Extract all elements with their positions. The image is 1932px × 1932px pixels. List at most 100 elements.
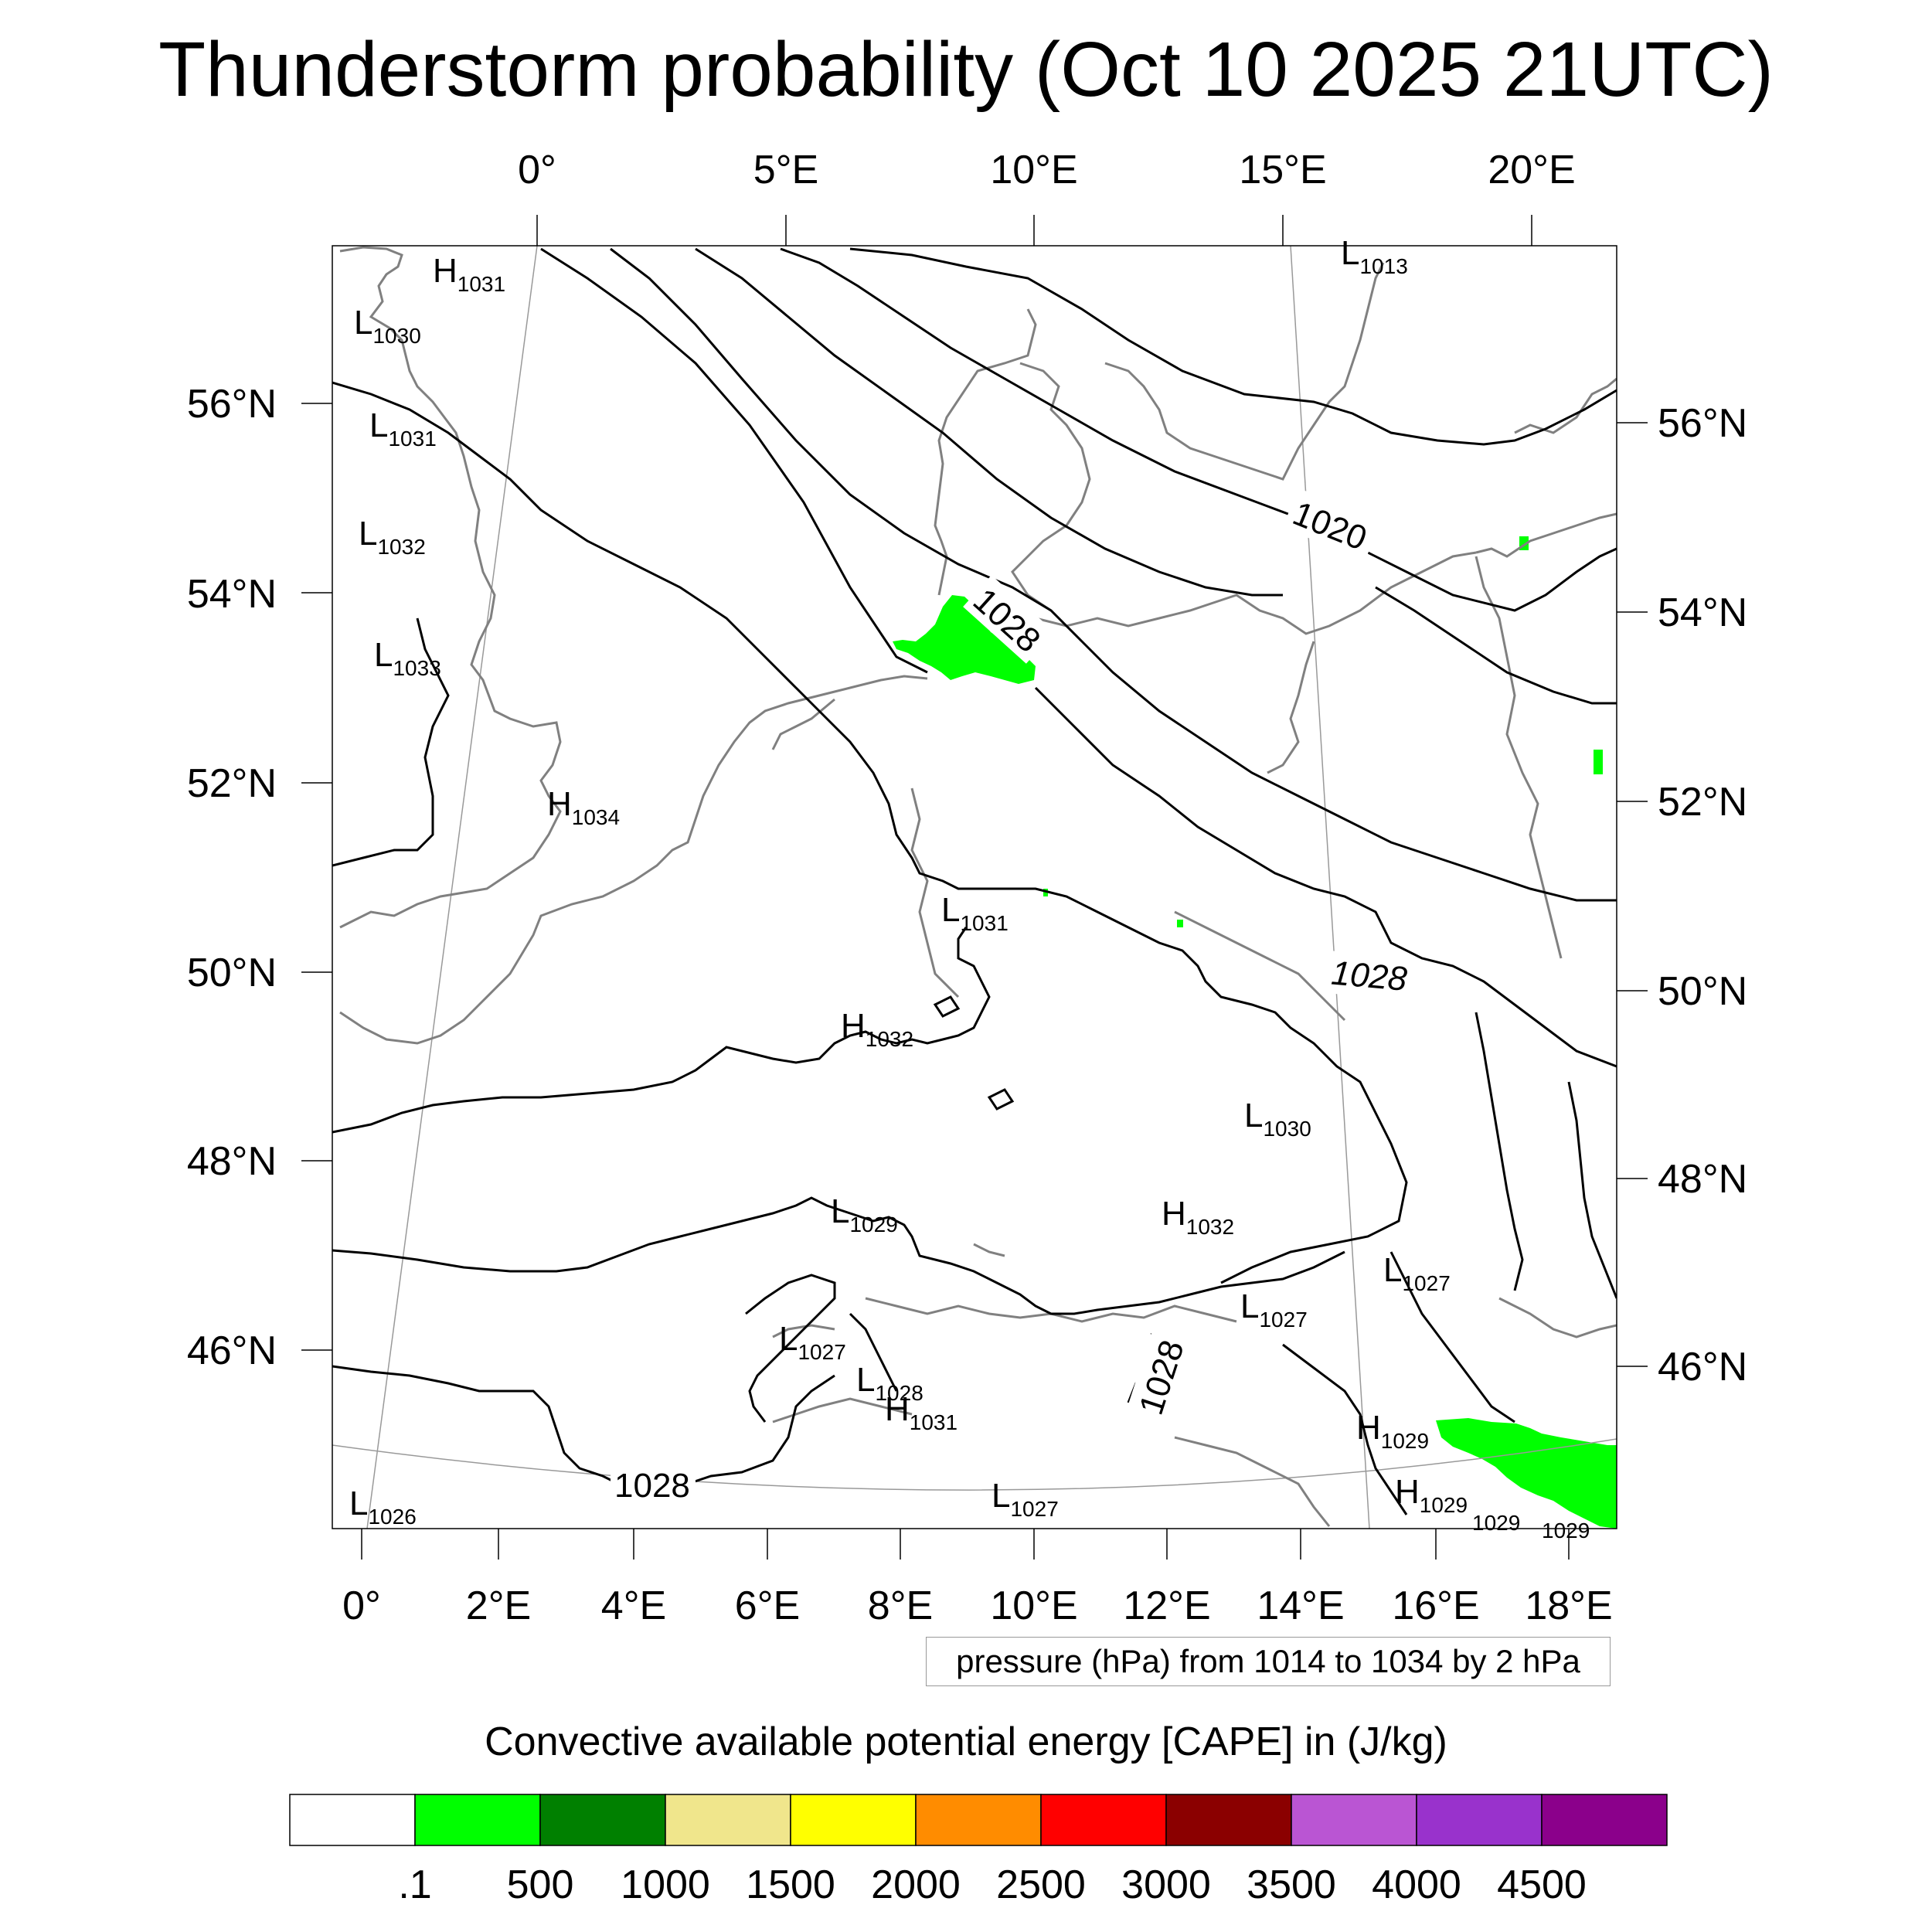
- pressure-center: L1030: [1244, 1097, 1311, 1141]
- tick-marks: [301, 215, 1648, 1560]
- pressure-center: H1032: [841, 1007, 913, 1051]
- bottom-lon-label: 6°E: [735, 1583, 800, 1628]
- left-lat-label: 46°N: [187, 1328, 277, 1373]
- lake-geneva: [772, 1324, 835, 1338]
- isobar-labels: 1020 1028 1028 1028 1028: [611, 488, 1416, 1505]
- top-lon-label: 15°E: [1239, 148, 1326, 192]
- pressure-center: L1027: [992, 1477, 1059, 1521]
- isobar-1: [849, 247, 1617, 446]
- isobar-4: [610, 247, 1617, 902]
- isobar-2: [780, 247, 1617, 612]
- coast-france-north: [339, 675, 928, 1045]
- top-lon-label: 20°E: [1488, 148, 1575, 192]
- pressure-centers: H1031 L1030 L1013 L1031 L1032 L1033 H103…: [349, 234, 1590, 1543]
- isobar-7: [332, 617, 450, 867]
- pressure-center: L1013: [1341, 234, 1408, 278]
- coast-latvia: [1514, 377, 1617, 434]
- pressure-center: L1027: [1383, 1251, 1451, 1295]
- border-hu: [1498, 1297, 1617, 1338]
- pressure-center: L1027: [779, 1320, 846, 1364]
- cape-area-north-sea: [893, 595, 1036, 684]
- plot-frame: [332, 245, 1617, 1529]
- isobar-15: [1475, 1012, 1524, 1291]
- pressure-center: H1031: [885, 1390, 957, 1434]
- isobar-16: [1567, 1081, 1617, 1299]
- right-lat-label: 54°N: [1658, 590, 1747, 635]
- pressure-center: H1034: [547, 785, 620, 829]
- left-lat-labels: 56°N 54°N 52°N 50°N 48°N 46°N: [187, 382, 277, 1373]
- border-pl-east: [1475, 556, 1563, 959]
- right-lat-label: 48°N: [1658, 1157, 1747, 1202]
- colorbar-title: Convective available potential energy [C…: [485, 1719, 1447, 1764]
- bottom-lon-labels: 0° 2°E 4°E 6°E 8°E 10°E 12°E 14°E 16°E 1…: [342, 1583, 1613, 1628]
- bottom-lon-label: 8°E: [868, 1583, 933, 1628]
- isobar-label: 1028: [1330, 954, 1409, 998]
- cape-spot-2: [1594, 750, 1603, 774]
- left-lat-label: 52°N: [187, 761, 277, 806]
- coast-baltic-east: [1475, 512, 1617, 558]
- isobar-9: [332, 1196, 1345, 1315]
- bottom-lon-label: 4°E: [601, 1583, 666, 1628]
- isobar-13: [1282, 1343, 1408, 1515]
- top-lon-label: 5°E: [753, 148, 818, 192]
- right-lat-label: 46°N: [1658, 1345, 1747, 1389]
- coast-baltic-south: [1035, 551, 1477, 635]
- coast-denmark-east: [1011, 362, 1091, 612]
- coastlines: [339, 246, 1617, 1527]
- bottom-lon-label: 10°E: [990, 1583, 1077, 1628]
- border-alps: [865, 1297, 1237, 1323]
- coast-sweden: [1104, 262, 1385, 481]
- isobars: [332, 247, 1617, 1515]
- pressure-center: L1030: [354, 304, 421, 348]
- pressure-center: H1029: [1395, 1473, 1468, 1517]
- coast-adriatic: [1174, 1436, 1331, 1527]
- right-lat-label: 52°N: [1658, 780, 1747, 825]
- left-lat-label: 50°N: [187, 951, 277, 995]
- pressure-center: L1032: [359, 515, 426, 559]
- chart-title: Thunderstorm probability (Oct 10 2025 21…: [158, 26, 1774, 113]
- isobar-18: [987, 1088, 1015, 1111]
- coast-italy-north: [772, 1397, 913, 1423]
- isobar-12: [849, 1312, 898, 1392]
- cape-spot-3: [1043, 889, 1048, 896]
- pressure-center: H1031: [433, 252, 505, 296]
- pressure-center: H1029: [1356, 1409, 1429, 1453]
- bottom-lon-label: 14°E: [1257, 1583, 1344, 1628]
- isobar-3-1020: [695, 247, 1617, 705]
- isobar-6: [332, 381, 1408, 1284]
- border-de-pl: [1267, 641, 1315, 774]
- right-lat-labels: 56°N 54°N 52°N 50°N 48°N 46°N: [1658, 401, 1747, 1389]
- pressure-center: L1029: [831, 1192, 898, 1236]
- border-cz: [1174, 910, 1346, 1022]
- bottom-lon-label: 16°E: [1392, 1583, 1479, 1628]
- left-lat-label: 48°N: [187, 1139, 277, 1184]
- cape-shading: [893, 536, 1617, 1529]
- bottom-lon-label: 12°E: [1123, 1583, 1210, 1628]
- pressure-center: 1029: [1472, 1511, 1520, 1535]
- pressure-center: L1031: [369, 406, 437, 451]
- pressure-note: pressure (hPa) from 1014 to 1034 by 2 hP…: [926, 1637, 1611, 1686]
- isobar-11: [745, 1274, 836, 1423]
- pressure-center: L1031: [941, 891, 1009, 935]
- graticule: [332, 246, 1617, 1529]
- lake-constance: [973, 1243, 1005, 1257]
- left-lat-label: 56°N: [187, 382, 277, 427]
- coast-britain-east: [339, 246, 562, 929]
- coast-denmark-west: [934, 308, 1037, 596]
- left-lat-label: 54°N: [187, 572, 277, 617]
- pressure-center: H1032: [1162, 1195, 1234, 1239]
- cape-spot-4: [1177, 920, 1183, 927]
- bottom-lon-label: 0°: [342, 1583, 381, 1628]
- isobar-14: [1389, 1251, 1515, 1423]
- isobar-8: [332, 927, 991, 1134]
- right-lat-label: 56°N: [1658, 401, 1747, 446]
- pressure-center: L1027: [1240, 1287, 1308, 1332]
- coast-dutch: [771, 698, 835, 750]
- top-lon-labels: 0° 5°E 10°E 15°E 20°E: [518, 148, 1576, 192]
- border-de-fr: [910, 787, 960, 998]
- meridian-0: [366, 246, 538, 1529]
- pressure-center: L1033: [374, 636, 441, 680]
- isobar-5-1028: [540, 247, 1617, 1068]
- pressure-center: 1029: [1542, 1519, 1590, 1543]
